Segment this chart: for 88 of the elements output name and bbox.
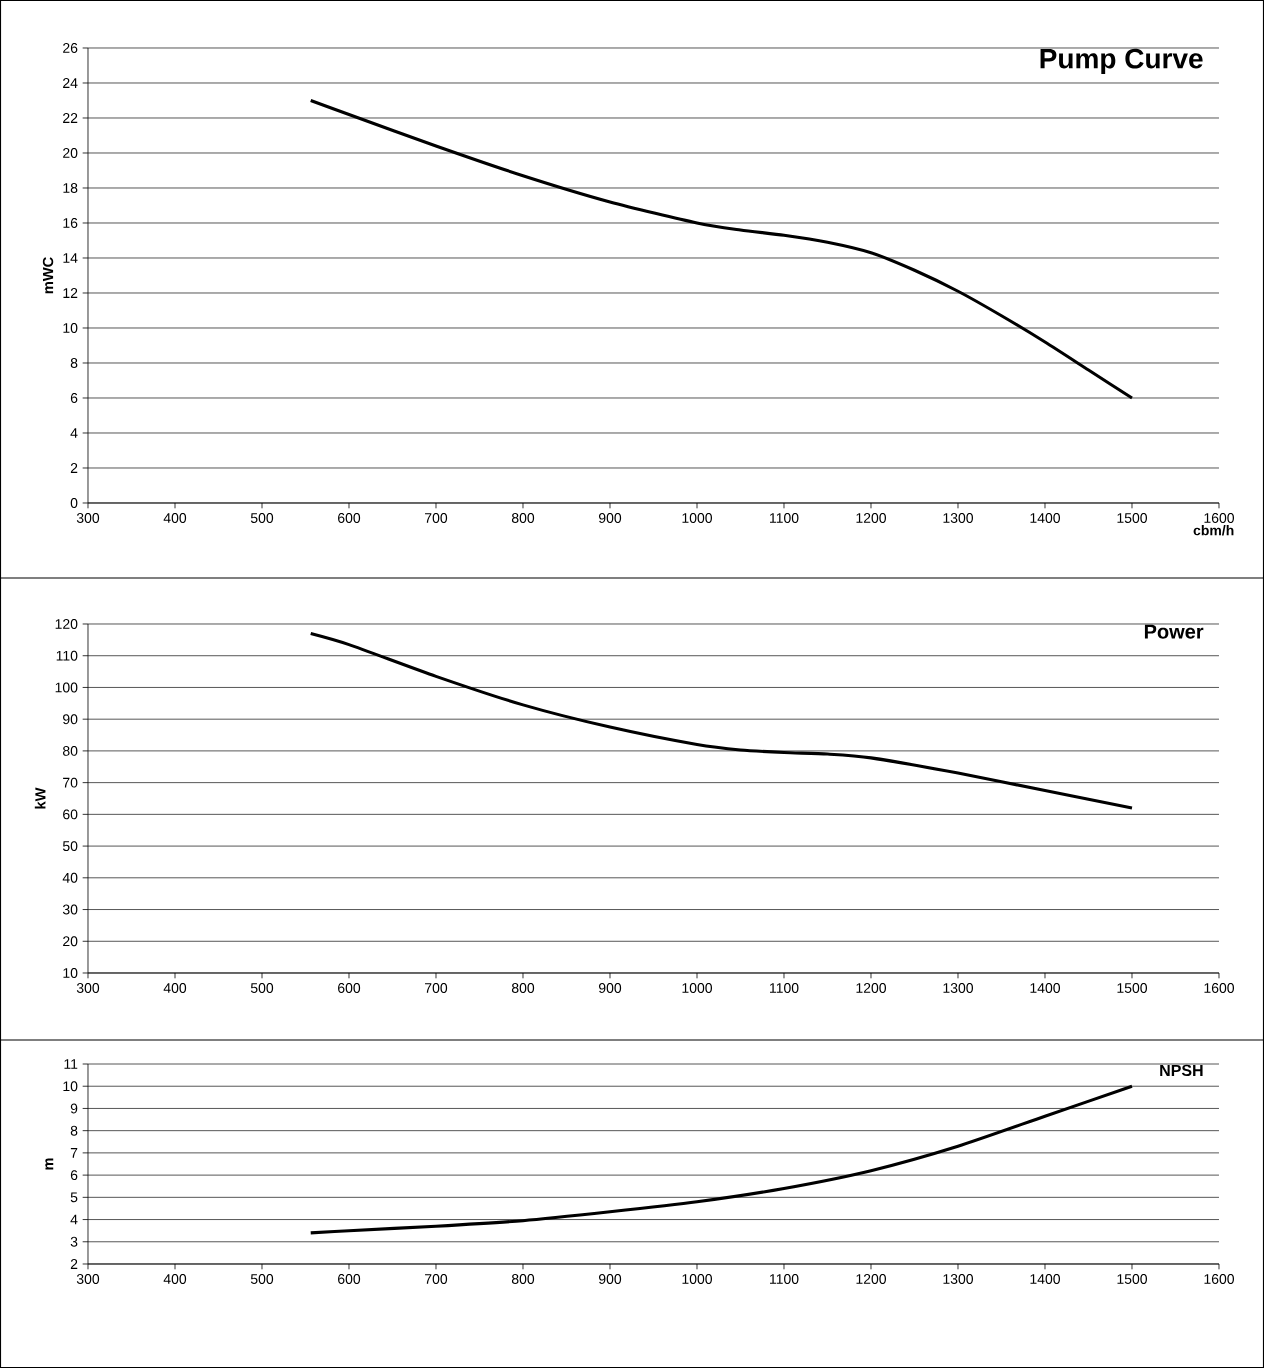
line-series [309, 98, 1134, 400]
y-tick-label: 3 [70, 1236, 78, 1247]
y-tick-label: 90 [63, 714, 78, 725]
x-tick-label: 1100 [770, 983, 799, 993]
x-tick-label: 700 [425, 983, 448, 993]
x-tick-label: 600 [338, 983, 361, 993]
y-tick-label: 10 [63, 1081, 78, 1092]
x-tick-label: 1000 [682, 983, 713, 993]
y-tick-label: 2 [70, 463, 78, 473]
x-tick-label: 1200 [856, 1274, 887, 1284]
x-tick-label: 900 [598, 513, 622, 523]
y-tick-label: 18 [63, 183, 78, 193]
y-tick-label: 0 [70, 498, 78, 508]
x-tick-label: 800 [511, 1274, 535, 1284]
y-tick-label: 10 [63, 323, 78, 333]
y-tick-label: 24 [63, 78, 78, 88]
y-tick-label: 9 [70, 1103, 78, 1114]
y-axis-title: m [45, 1158, 54, 1170]
y-tick-label: 8 [70, 1125, 78, 1136]
x-tick-label: 900 [598, 983, 622, 993]
x-tick-label: 1200 [856, 513, 887, 523]
x-tick-label: 1300 [943, 983, 974, 993]
x-tick-label: 1600 [1204, 513, 1235, 523]
x-tick-label: 1500 [1117, 513, 1148, 523]
y-tick-label: 6 [70, 393, 78, 403]
x-tick-label: 500 [250, 513, 274, 523]
x-tick-label: 500 [250, 983, 274, 993]
x-tick-label: 300 [76, 1274, 100, 1284]
x-tick-label: 300 [76, 513, 100, 523]
x-tick-label: 1600 [1204, 983, 1235, 993]
x-tick-label: 1000 [682, 513, 713, 523]
y-tick-label: 20 [63, 148, 78, 158]
y-axis-title: mWC [42, 257, 54, 294]
y-tick-label: 120 [55, 619, 78, 629]
x-tick-label: 1600 [1204, 1274, 1235, 1284]
x-tick-label: 1400 [1030, 1274, 1061, 1284]
x-tick-label: 600 [338, 1274, 361, 1284]
x-tick-label: 1000 [682, 1274, 713, 1284]
y-axis-title: kW [34, 787, 46, 809]
y-tick-label: 30 [62, 904, 78, 915]
x-tick-label: 1400 [1030, 983, 1061, 993]
x-tick-label: 1200 [856, 983, 887, 993]
y-tick-label: 20 [63, 936, 78, 947]
x-tick-label: 1500 [1117, 1274, 1148, 1284]
y-tick-label: 16 [63, 218, 78, 228]
x-tick-label: 500 [250, 1274, 274, 1284]
x-tick-label: 700 [425, 1274, 448, 1284]
x-tick-label: 1100 [770, 1274, 799, 1284]
x-tick-label: 1300 [943, 513, 974, 523]
y-tick-label: 8 [70, 358, 78, 368]
x-tick-label: 400 [163, 1274, 187, 1284]
y-tick-label: 100 [55, 682, 78, 693]
x-tick-label: 900 [598, 1274, 622, 1284]
y-tick-label: 5 [70, 1192, 78, 1203]
y-tick-label: 26 [63, 43, 78, 53]
x-tick-label: 800 [511, 983, 535, 993]
line-series [309, 631, 1134, 810]
y-tick-label: 110 [56, 650, 78, 661]
x-tick-label: 700 [425, 513, 448, 523]
x-axis-title: cbm/h [1193, 525, 1234, 536]
y-tick-label: 14 [63, 253, 78, 263]
y-tick-label: 11 [64, 1059, 78, 1069]
y-tick-label: 6 [70, 1170, 78, 1181]
y-tick-label: 12 [63, 288, 78, 298]
x-tick-label: 1500 [1117, 983, 1148, 993]
y-tick-label: 50 [62, 841, 78, 852]
y-tick-label: 40 [62, 872, 78, 883]
y-tick-label: 4 [70, 1214, 78, 1225]
x-tick-label: 1400 [1030, 513, 1061, 523]
x-tick-label: 300 [76, 983, 100, 993]
x-tick-label: 800 [511, 513, 535, 523]
x-tick-label: 400 [163, 513, 187, 523]
x-tick-label: 400 [163, 983, 187, 993]
x-tick-label: 1100 [770, 513, 799, 523]
y-tick-label: 2 [70, 1259, 78, 1269]
y-tick-label: 10 [63, 968, 78, 978]
y-tick-label: 80 [62, 745, 78, 756]
line-series [309, 1084, 1134, 1235]
y-tick-label: 4 [70, 428, 78, 438]
chart-title: Pump Curve [1040, 48, 1203, 75]
y-tick-label: 22 [63, 113, 78, 123]
x-tick-label: 600 [338, 513, 361, 523]
chart-title: Power [1144, 624, 1204, 639]
chart-title: NPSH [1160, 1064, 1203, 1077]
y-tick-label: 60 [63, 809, 78, 820]
y-tick-label: 70 [63, 777, 78, 788]
x-tick-label: 1300 [943, 1274, 974, 1284]
y-tick-label: 7 [70, 1148, 78, 1158]
